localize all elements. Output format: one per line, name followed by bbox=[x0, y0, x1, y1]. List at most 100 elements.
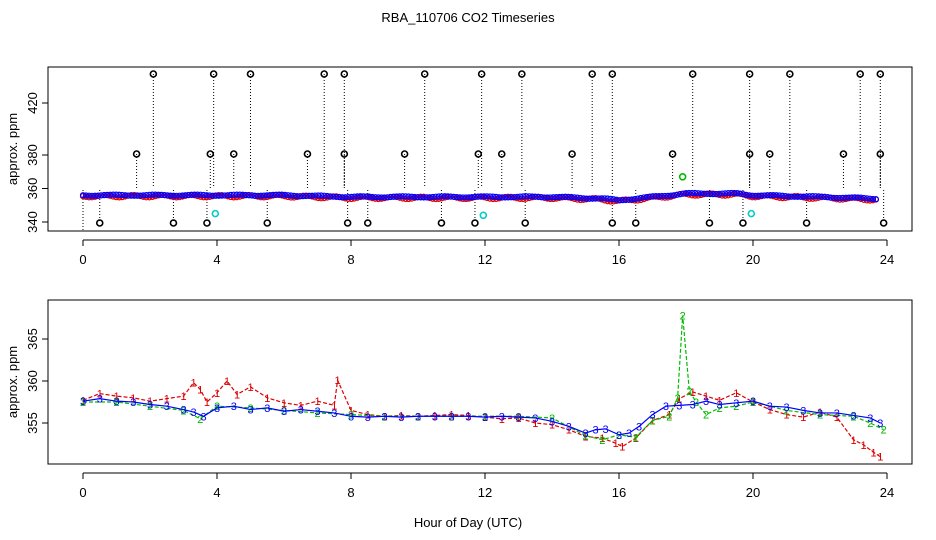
series-3-marker: 3 bbox=[817, 408, 823, 420]
blue-point bbox=[694, 190, 702, 197]
blue-point bbox=[399, 193, 406, 200]
series-2-marker: 2 bbox=[867, 418, 873, 430]
series-1-marker: 1 bbox=[180, 391, 186, 403]
blue-point bbox=[848, 194, 855, 201]
series-1-marker: 1 bbox=[80, 395, 86, 407]
black-mid-point bbox=[206, 150, 215, 158]
blue-point bbox=[348, 193, 355, 200]
blue-point bbox=[845, 194, 852, 201]
blue-point bbox=[547, 194, 554, 201]
blue-point bbox=[233, 191, 240, 198]
blue-point bbox=[710, 191, 717, 198]
series-2-marker: 2 bbox=[633, 432, 639, 444]
blue-point bbox=[773, 192, 780, 199]
blue-point bbox=[119, 191, 126, 199]
blue-point bbox=[224, 192, 231, 199]
series-1-marker: 1 bbox=[97, 389, 103, 401]
series-3-marker: 3 bbox=[515, 412, 521, 424]
blue-point bbox=[164, 192, 171, 199]
blue-point bbox=[728, 189, 735, 197]
series-3-line bbox=[82, 398, 881, 436]
blue-point bbox=[628, 196, 635, 203]
blue-point bbox=[511, 193, 518, 201]
cyan-point bbox=[747, 209, 756, 218]
blue-point bbox=[824, 194, 831, 201]
blue-point bbox=[426, 194, 433, 201]
blue-point bbox=[664, 192, 672, 199]
blue-point bbox=[562, 193, 569, 200]
black-spike-point bbox=[320, 70, 329, 78]
blue-point bbox=[215, 192, 222, 199]
series-3-marker: 3 bbox=[432, 411, 438, 423]
blue-point bbox=[179, 192, 186, 199]
blue-point bbox=[110, 191, 117, 198]
blue-point bbox=[278, 191, 286, 198]
series-2-marker: 2 bbox=[850, 411, 856, 423]
series-2-marker: 2 bbox=[716, 403, 722, 415]
blue-point bbox=[517, 193, 524, 200]
series-3-marker: 3 bbox=[164, 401, 170, 413]
series-1-marker: 1 bbox=[499, 414, 505, 426]
chart-title: RBA_110706 CO2 Timeseries bbox=[381, 10, 555, 25]
series-1-marker: 1 bbox=[415, 411, 421, 423]
blue-point bbox=[619, 197, 626, 204]
series-3-marker: 3 bbox=[465, 411, 471, 423]
blue-point bbox=[731, 189, 738, 197]
blue-point bbox=[725, 189, 732, 197]
series-2-marker: 2 bbox=[147, 401, 153, 413]
blue-point bbox=[486, 193, 494, 200]
black-spike-point bbox=[340, 70, 349, 78]
blue-point bbox=[854, 194, 861, 201]
blue-point bbox=[450, 193, 457, 200]
blue-point bbox=[315, 192, 322, 199]
blue-point bbox=[236, 191, 243, 198]
series-2-marker: 2 bbox=[693, 397, 699, 409]
blue-point bbox=[251, 192, 258, 199]
blue-point bbox=[568, 193, 575, 201]
blue-point bbox=[414, 194, 421, 201]
blue-point bbox=[716, 190, 723, 197]
blue-point bbox=[227, 191, 234, 199]
series-3-marker: 3 bbox=[767, 401, 773, 413]
top-x-tick-label: 20 bbox=[746, 252, 760, 267]
blue-point bbox=[266, 191, 274, 199]
blue-point bbox=[676, 191, 684, 198]
series-1-marker: 1 bbox=[834, 412, 840, 424]
top-y-axis-label: approx. ppm bbox=[5, 113, 20, 185]
blue-point bbox=[327, 193, 334, 200]
blue-point bbox=[242, 191, 249, 199]
series-2-marker: 2 bbox=[686, 386, 692, 398]
blue-point bbox=[740, 191, 747, 198]
blue-point bbox=[589, 195, 596, 202]
blue-point bbox=[640, 194, 647, 201]
blue-point bbox=[351, 193, 358, 200]
blue-point bbox=[794, 193, 801, 200]
bottom-y-tick-label: 365 bbox=[25, 328, 40, 350]
series-2-marker: 2 bbox=[314, 408, 320, 420]
bottom-x-tick-label: 24 bbox=[880, 485, 894, 500]
blue-point bbox=[363, 193, 370, 200]
series-3-marker: 3 bbox=[190, 407, 196, 419]
series-3-marker: 3 bbox=[201, 411, 207, 423]
blue-point bbox=[122, 192, 129, 199]
bottom-y-axis-label: approx. ppm bbox=[5, 346, 20, 418]
blue-point bbox=[125, 192, 132, 199]
black-low-point bbox=[631, 219, 640, 227]
series-1-marker: 1 bbox=[204, 397, 210, 409]
blue-point bbox=[553, 194, 560, 201]
black-mid-point bbox=[229, 150, 238, 158]
blue-point bbox=[474, 193, 482, 200]
blue-point bbox=[275, 191, 283, 198]
blue-point bbox=[631, 195, 638, 203]
series-1-marker: 1 bbox=[190, 378, 196, 390]
series-3-marker: 3 bbox=[703, 396, 709, 408]
blue-point bbox=[318, 192, 325, 199]
blue-point bbox=[607, 195, 614, 202]
blue-point bbox=[91, 192, 99, 199]
blue-point bbox=[538, 194, 545, 201]
series-3-marker: 3 bbox=[482, 412, 488, 424]
series-1-marker: 1 bbox=[767, 405, 773, 417]
series-1-marker: 1 bbox=[582, 431, 588, 443]
blue-point bbox=[577, 194, 584, 202]
series-2-marker: 2 bbox=[649, 415, 655, 427]
